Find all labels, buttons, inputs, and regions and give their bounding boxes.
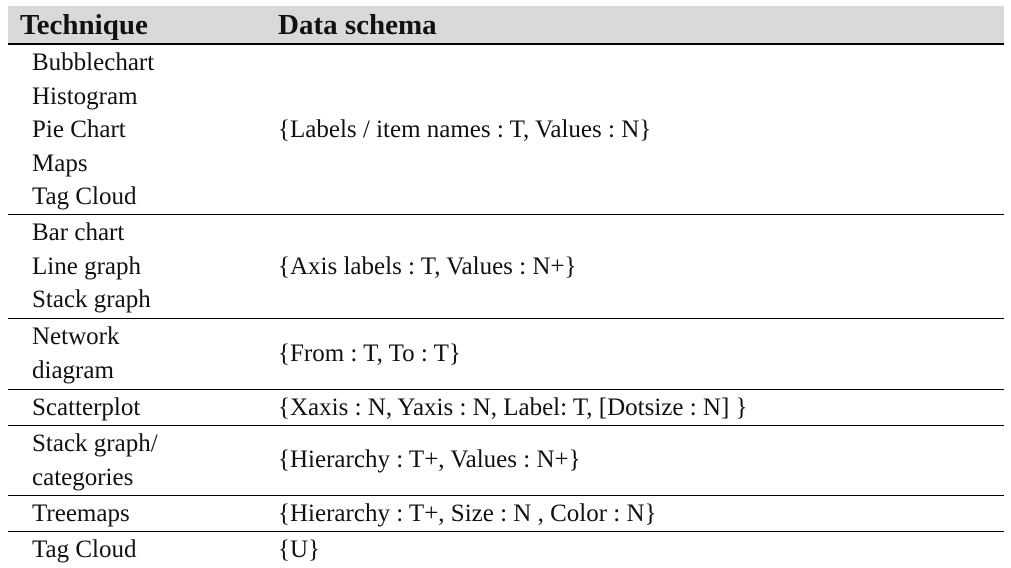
schema-cell: {Hierarchy : T+, Values : N+} [278, 446, 581, 473]
table-row: Bubblechart Histogram Pie Chart Maps Tag… [8, 45, 1004, 215]
technique-cell: Tag Cloud [32, 533, 137, 567]
table-row: Stack graph/ categories {Hierarchy : T+,… [8, 426, 1004, 496]
technique-cell: Treemaps [32, 497, 130, 531]
technique-cell: Bubblechart Histogram Pie Chart Maps Tag… [32, 46, 154, 214]
header-technique: Technique [20, 9, 148, 41]
technique-name: Stack graph [32, 286, 151, 313]
technique-name: Bar chart [32, 219, 125, 246]
table-header: Technique Data schema [8, 6, 1004, 45]
technique-name: Stack graph/ [32, 430, 158, 457]
technique-name: categories [32, 463, 134, 491]
technique-cell: Scatterplot [32, 391, 140, 425]
schema-cell: {Axis labels : T, Values : N+} [278, 253, 577, 280]
table-row: Scatterplot {Xaxis : N, Yaxis : N, Label… [8, 390, 1004, 426]
technique-name: diagram [32, 356, 114, 384]
schema-cell: {Labels / item names : T, Values : N} [278, 116, 652, 143]
technique-name: Scatterplot [32, 394, 141, 421]
table-row: Network diagram {From : T, To : T} [8, 319, 1004, 390]
technique-cell: Bar chart Line graph Stack graph [32, 216, 151, 317]
schema-cell: {Xaxis : N, Yaxis : N, Label: T, [Dotsiz… [278, 394, 748, 421]
schema-cell: {From : T, To : T} [278, 340, 461, 367]
technique-cell: Network diagram [32, 320, 119, 387]
table-row: Treemaps {Hierarchy : T+, Size : N , Col… [8, 496, 1004, 532]
technique-name: Line graph [32, 252, 141, 280]
table-row: Bar chart Line graph Stack graph {Axis l… [8, 215, 1004, 319]
technique-cell: Stack graph/ categories [32, 427, 158, 494]
technique-name: Histogram [32, 82, 138, 110]
schema-cell: {Hierarchy : T+, Size : N , Color : N} [278, 500, 657, 527]
technique-name: Network [32, 323, 120, 350]
header-data-schema: Data schema [278, 9, 437, 41]
table-row: Tag Cloud {U} [8, 532, 1004, 568]
technique-schema-table: Technique Data schema Bubblechart Histog… [8, 6, 1004, 568]
schema-cell: {U} [278, 536, 321, 563]
technique-name: Pie Chart [32, 116, 126, 143]
technique-name: Treemaps [32, 500, 130, 527]
technique-name: Bubblechart [32, 49, 155, 76]
technique-name: Tag Cloud [32, 536, 137, 563]
technique-name: Tag Cloud [32, 183, 137, 210]
technique-name: Maps [32, 149, 88, 177]
